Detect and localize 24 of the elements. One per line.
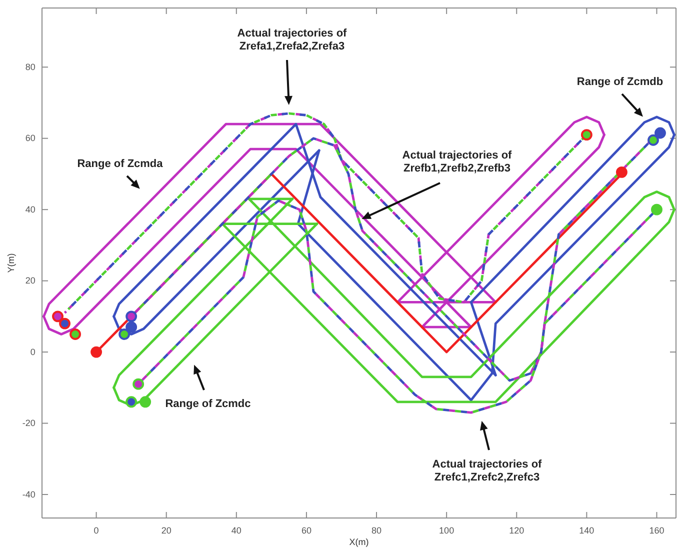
- x-tick-label: 60: [301, 526, 312, 536]
- annotation: Range of Zcmdb: [576, 76, 664, 88]
- y-tick-label: -20: [22, 418, 36, 428]
- x-tick-label: 40: [231, 526, 242, 536]
- x-axis-title: X(m): [349, 537, 369, 547]
- x-tick-label: 0: [94, 526, 99, 536]
- annotation: Actual trajectories of Zrefb1,Zrefb2,Zrefb3: [402, 150, 512, 174]
- y-tick-label: 80: [25, 62, 36, 72]
- y-axis-title: Y(m): [6, 253, 16, 273]
- annotation: Range of Zcmda: [77, 158, 164, 170]
- annotation: Actual trajectories of Zrefa1,Zrefa2,Zrefa3: [237, 28, 348, 52]
- x-tick-label: 120: [509, 526, 524, 536]
- x-tick-label: 20: [161, 526, 172, 536]
- y-tick-label: 20: [25, 276, 36, 286]
- y-tick-label: 60: [25, 133, 36, 144]
- x-tick-label: 80: [372, 526, 382, 536]
- y-tick-label: 40: [25, 204, 36, 214]
- x-tick-label: 140: [579, 526, 594, 536]
- y-tick-label: -40: [22, 489, 36, 500]
- annotation: Actual trajectories of Zrefc1,Zrefc2,Zrefc3: [432, 458, 542, 484]
- x-tick-label: 160: [649, 526, 664, 536]
- annotation: Range of Zcmdc: [165, 398, 251, 410]
- y-tick-label: 0: [30, 346, 36, 357]
- x-tick-label: 100: [439, 526, 454, 536]
